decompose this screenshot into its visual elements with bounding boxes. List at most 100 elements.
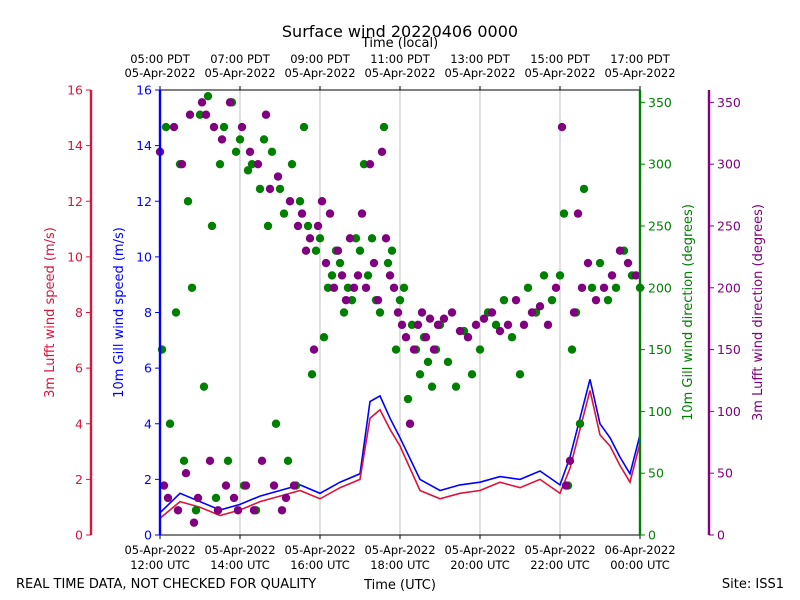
scatter-point bbox=[355, 246, 365, 255]
scatter-point bbox=[389, 283, 399, 292]
scatter-point bbox=[367, 234, 377, 243]
gill-dir-axis-tick-label: 50 bbox=[648, 466, 664, 481]
scatter-point bbox=[283, 456, 293, 466]
scatter-point bbox=[337, 271, 347, 280]
gill-speed-axis-tick-label: 12 bbox=[136, 194, 152, 209]
scatter-point bbox=[183, 197, 193, 206]
scatter-point bbox=[307, 370, 317, 379]
scatter-point bbox=[211, 493, 221, 503]
scatter-point bbox=[391, 345, 401, 354]
scatter-point bbox=[463, 333, 473, 342]
x-tick-label-date: 06-Apr-2022 bbox=[604, 543, 675, 557]
scatter-point bbox=[417, 308, 427, 317]
scatter-point bbox=[229, 493, 239, 503]
gill-speed-axis-tick-label: 16 bbox=[136, 83, 152, 98]
gill-speed-axis-tick-label: 4 bbox=[144, 416, 152, 431]
scatter-point bbox=[475, 345, 485, 354]
scatter-point bbox=[399, 283, 409, 292]
top-tick-label-time: 07:00 PDT bbox=[210, 52, 271, 66]
scatter-point bbox=[163, 493, 173, 503]
scatter-point bbox=[467, 370, 477, 379]
scatter-point bbox=[427, 382, 437, 391]
scatter-point bbox=[293, 221, 303, 231]
scatter-point bbox=[407, 320, 417, 330]
scatter-point bbox=[395, 295, 405, 305]
lufft-dir-axis-tick-label: 0 bbox=[717, 528, 725, 543]
top-tick-label-date: 05-Apr-2022 bbox=[284, 66, 355, 80]
scatter-point bbox=[387, 246, 397, 255]
scatter-point bbox=[247, 159, 257, 169]
scatter-point bbox=[587, 283, 597, 292]
scatter-point bbox=[615, 246, 625, 255]
scatter-point bbox=[561, 481, 571, 490]
scatter-point bbox=[299, 122, 309, 132]
scatter-point bbox=[603, 295, 613, 305]
lufft-dir-axis-tick-label: 350 bbox=[717, 95, 741, 110]
x-tick-label-time: 20:00 UTC bbox=[450, 558, 510, 572]
gill-dir-axis-label: 10m Gill wind direction (degrees) bbox=[681, 204, 696, 421]
lufft-dir-axis-tick-label: 250 bbox=[717, 218, 741, 233]
bottom-axis-label: Time (UTC) bbox=[363, 578, 436, 593]
gill-speed-axis-tick-label: 0 bbox=[144, 528, 152, 543]
scatter-point bbox=[273, 172, 283, 181]
scatter-point bbox=[377, 147, 387, 157]
series-line-10m-gill-wind-speed bbox=[159, 379, 641, 514]
scatter-point bbox=[315, 234, 325, 243]
top-tick-label-time: 05:00 PDT bbox=[130, 52, 191, 66]
scatter-point bbox=[243, 166, 253, 175]
scatter-point bbox=[189, 518, 199, 527]
scatter-point bbox=[539, 271, 549, 280]
top-tick-label-time: 15:00 PDT bbox=[530, 52, 591, 66]
scatter-point bbox=[181, 468, 191, 478]
top-tick-label-date: 05-Apr-2022 bbox=[364, 66, 435, 80]
scatter-point bbox=[203, 91, 213, 101]
scatter-point bbox=[213, 506, 223, 515]
scatter-point bbox=[375, 308, 385, 317]
scatter-point bbox=[305, 234, 315, 243]
scatter-point bbox=[373, 295, 383, 305]
scatter-point bbox=[353, 271, 363, 280]
scatter-point bbox=[249, 506, 259, 515]
lufft-speed-axis-tick-label: 6 bbox=[75, 361, 83, 376]
footer-quality-note: REAL TIME DATA, NOT CHECKED FOR QUALITY bbox=[16, 577, 316, 592]
gill-dir-axis-tick-label: 250 bbox=[648, 218, 672, 233]
scatter-point bbox=[311, 246, 321, 255]
scatter-point bbox=[471, 320, 481, 330]
scatter-point bbox=[365, 159, 375, 169]
scatter-point bbox=[495, 326, 505, 336]
scatter-point bbox=[443, 357, 453, 367]
top-tick-label-date: 05-Apr-2022 bbox=[524, 66, 595, 80]
scatter-point bbox=[487, 308, 497, 317]
top-tick-label-date: 05-Apr-2022 bbox=[204, 66, 275, 80]
scatter-point bbox=[413, 320, 423, 330]
gill-speed-axis-tick-label: 6 bbox=[144, 361, 152, 376]
scatter-point bbox=[347, 295, 357, 305]
scatter-point bbox=[557, 122, 567, 132]
lufft-dir-axis-tick-label: 100 bbox=[717, 404, 741, 419]
scatter-point bbox=[223, 456, 233, 466]
chart-title: Surface wind 20220406 0000 bbox=[282, 22, 518, 41]
scatter-point bbox=[491, 320, 501, 330]
scatter-point bbox=[333, 246, 343, 255]
scatter-point bbox=[567, 345, 577, 354]
top-tick-label-time: 09:00 PDT bbox=[290, 52, 351, 66]
scatter-point bbox=[379, 122, 389, 132]
scatter-point bbox=[359, 159, 369, 169]
top-tick-label-date: 05-Apr-2022 bbox=[444, 66, 515, 80]
top-tick-label-time: 11:00 PDT bbox=[370, 52, 431, 66]
scatter-point bbox=[401, 333, 411, 342]
scatter-point bbox=[415, 370, 425, 379]
scatter-point bbox=[519, 320, 529, 330]
scatter-point bbox=[237, 122, 247, 132]
scatter-point bbox=[179, 456, 189, 466]
scatter-point bbox=[623, 258, 633, 268]
scatter-point bbox=[429, 345, 439, 354]
x-tick-label-date: 05-Apr-2022 bbox=[364, 543, 435, 557]
scatter-point bbox=[269, 481, 279, 490]
lufft-speed-axis-tick-label: 14 bbox=[67, 138, 83, 153]
scatter-point bbox=[259, 135, 269, 144]
x-tick-label-date: 05-Apr-2022 bbox=[524, 543, 595, 557]
scatter-point bbox=[255, 184, 265, 194]
x-tick-label-time: 12:00 UTC bbox=[130, 558, 190, 572]
lufft-speed-axis-tick-label: 8 bbox=[75, 305, 83, 320]
